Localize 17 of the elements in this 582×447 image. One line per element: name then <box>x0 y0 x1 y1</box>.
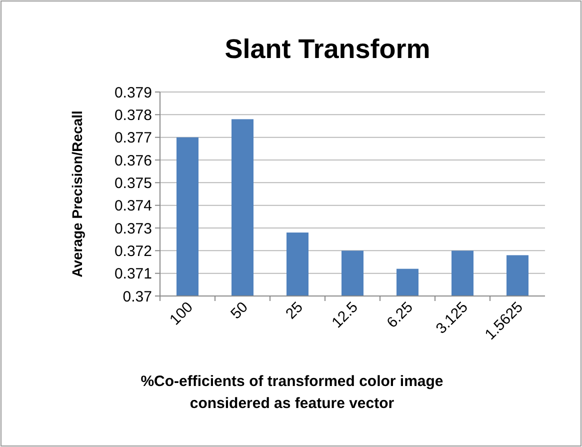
chart-title: Slant Transform <box>224 34 430 64</box>
x-tick-label: 50 <box>228 298 252 323</box>
y-tick-label: 0.374 <box>114 198 152 215</box>
y-tick-label: 0.37 <box>122 288 152 306</box>
x-tick-label: 100 <box>166 298 196 329</box>
y-tick-label: 0.375 <box>114 174 152 192</box>
y-tick-label: 0.373 <box>114 220 152 238</box>
x-axis-title: %Co-efficients of transformed color image considered as feature vector <box>140 373 444 412</box>
y-axis-title: Average Precision/Recall <box>69 110 85 278</box>
y-tick-label: 0.376 <box>114 152 152 170</box>
y-tick-label: 0.378 <box>114 106 152 124</box>
x-tick-label: 6.25 <box>384 298 416 332</box>
y-tick-label: 0.377 <box>114 130 152 147</box>
y-tick-label: 0.372 <box>114 242 152 260</box>
y-tick-label: 0.379 <box>114 84 152 102</box>
y-tick-label: 0.371 <box>114 266 152 283</box>
x-tick-label: 25 <box>282 298 306 323</box>
